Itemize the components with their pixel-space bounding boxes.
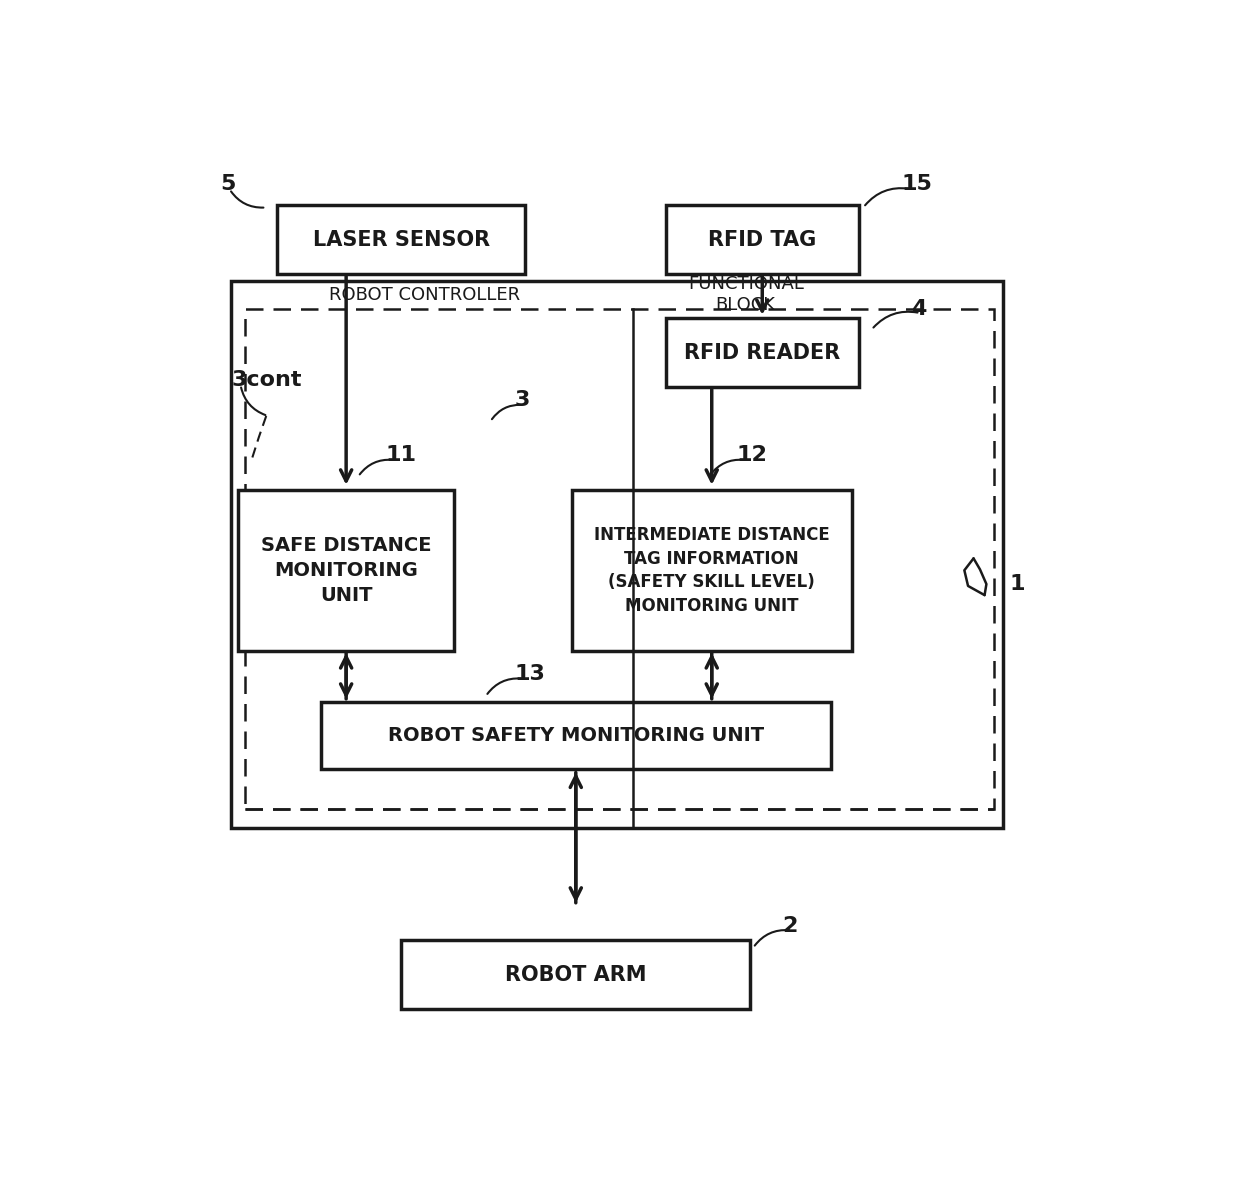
- Text: 13: 13: [515, 665, 546, 684]
- Bar: [238, 490, 454, 650]
- Bar: [246, 309, 993, 809]
- Text: SAFE DISTANCE
MONITORING
UNIT: SAFE DISTANCE MONITORING UNIT: [260, 536, 432, 605]
- Text: LASER SENSOR: LASER SENSOR: [312, 229, 490, 249]
- Text: 5: 5: [221, 174, 236, 194]
- Text: 4: 4: [911, 298, 926, 319]
- Bar: [666, 205, 859, 274]
- Text: ROBOT ARM: ROBOT ARM: [505, 964, 646, 984]
- Text: 12: 12: [737, 445, 768, 465]
- Bar: [402, 940, 750, 1009]
- Bar: [572, 490, 852, 650]
- Text: 1: 1: [1009, 574, 1025, 594]
- Text: INTERMEDIATE DISTANCE
TAG INFORMATION
(SAFETY SKILL LEVEL)
MONITORING UNIT: INTERMEDIATE DISTANCE TAG INFORMATION (S…: [594, 526, 830, 614]
- Text: ROBOT CONTROLLER: ROBOT CONTROLLER: [329, 286, 520, 304]
- Bar: [321, 703, 831, 769]
- Text: RFID READER: RFID READER: [684, 342, 841, 363]
- Text: RFID TAG: RFID TAG: [708, 229, 816, 249]
- Bar: [278, 205, 526, 274]
- Bar: [232, 282, 1003, 828]
- Text: 3: 3: [515, 390, 529, 410]
- Text: ROBOT SAFETY MONITORING UNIT: ROBOT SAFETY MONITORING UNIT: [388, 727, 764, 746]
- Text: FUNCTIONAL
BLOCK: FUNCTIONAL BLOCK: [688, 276, 804, 314]
- Text: 11: 11: [386, 445, 417, 465]
- Bar: [666, 319, 859, 387]
- Text: 2: 2: [782, 916, 797, 935]
- Text: 15: 15: [901, 174, 932, 194]
- Text: 3cont: 3cont: [232, 370, 301, 390]
